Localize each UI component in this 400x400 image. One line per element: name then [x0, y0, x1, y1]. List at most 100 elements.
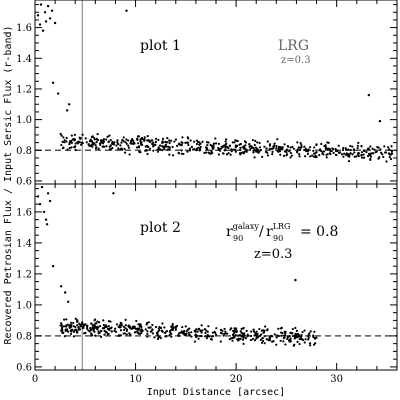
- data-point: [168, 141, 171, 145]
- data-point: [69, 332, 73, 336]
- data-point: [42, 210, 46, 214]
- data-point: [231, 339, 234, 342]
- data-point: [90, 334, 93, 337]
- data-point: [182, 331, 185, 334]
- data-point: [271, 152, 274, 156]
- data-point: [239, 153, 242, 156]
- data-point: [104, 331, 107, 334]
- data-point: [200, 335, 203, 338]
- data-point: [212, 144, 215, 147]
- data-point: [73, 133, 76, 136]
- data-point: [108, 148, 112, 151]
- data-point: [176, 144, 179, 147]
- data-point: [48, 17, 52, 20]
- data-point: [63, 139, 66, 142]
- data-point: [209, 152, 212, 155]
- data-point: [77, 326, 80, 329]
- data-point: [369, 145, 372, 148]
- data-point: [282, 340, 285, 343]
- data-point: [330, 149, 333, 153]
- data-point: [301, 330, 304, 334]
- data-point: [137, 331, 140, 335]
- data-point: [286, 336, 289, 339]
- data-point: [136, 142, 140, 145]
- data-point: [171, 322, 174, 326]
- data-point: [203, 328, 207, 331]
- data-point: [325, 156, 328, 159]
- x-axis-title: Input Distance [arcsec]: [147, 387, 285, 398]
- data-point: [242, 326, 245, 330]
- data-point: [102, 319, 105, 322]
- data-point: [344, 148, 348, 151]
- data-point: [250, 330, 253, 333]
- data-point: [355, 155, 358, 158]
- data-point: [125, 138, 128, 141]
- data-point: [120, 141, 123, 144]
- data-point: [63, 318, 66, 321]
- data-point: [140, 136, 143, 140]
- data-point: [73, 139, 76, 142]
- data-point: [357, 154, 360, 158]
- data-point: [168, 139, 171, 142]
- data-point: [224, 143, 227, 146]
- data-point: [192, 148, 195, 151]
- data-point: [195, 142, 199, 146]
- data-point: [357, 152, 361, 155]
- y-tick-label: 1.4: [16, 54, 32, 65]
- data-point: [166, 136, 169, 140]
- data-point: [369, 157, 372, 161]
- data-point: [78, 322, 81, 325]
- data-point: [240, 327, 243, 330]
- data-point: [299, 141, 302, 145]
- data-point: [343, 152, 346, 155]
- data-point: [74, 317, 77, 320]
- data-point: [239, 148, 242, 152]
- data-point: [214, 142, 218, 145]
- data-point: [243, 334, 246, 337]
- data-point: [259, 148, 262, 152]
- data-point: [198, 141, 201, 144]
- data-point: [188, 334, 191, 337]
- data-point: [353, 155, 356, 158]
- y-tick-label: 1.0: [16, 300, 32, 311]
- data-point: [321, 152, 324, 155]
- data-point: [163, 147, 166, 151]
- data-point: [283, 143, 286, 146]
- data-point: [123, 147, 126, 151]
- data-point: [124, 327, 127, 330]
- data-point: [96, 132, 99, 136]
- data-point: [236, 334, 240, 337]
- data-point: [88, 144, 91, 148]
- data-point: [129, 142, 132, 145]
- data-point: [190, 331, 193, 334]
- data-point: [171, 154, 175, 157]
- data-point: [78, 141, 81, 144]
- data-point: [120, 147, 123, 150]
- data-point: [81, 142, 84, 145]
- x-tick-label: 0: [32, 374, 38, 385]
- data-point: [136, 135, 140, 138]
- data-point: [210, 150, 213, 153]
- data-point: [225, 153, 229, 156]
- data-point: [268, 147, 271, 150]
- data-point: [62, 136, 65, 139]
- data-point: [256, 141, 259, 144]
- data-point: [75, 320, 79, 323]
- data-point: [94, 322, 97, 325]
- data-point: [67, 103, 71, 106]
- data-point: [145, 321, 149, 325]
- data-point: [334, 153, 338, 157]
- data-point: [90, 328, 93, 331]
- data-point: [214, 137, 217, 140]
- data-point: [106, 333, 110, 336]
- data-point: [137, 323, 140, 326]
- data-point: [108, 134, 111, 137]
- data-point: [252, 330, 256, 333]
- data-point: [254, 333, 258, 337]
- data-point: [61, 140, 64, 143]
- data-point: [151, 328, 154, 331]
- data-point: [213, 330, 216, 333]
- data-point: [187, 137, 190, 140]
- plot-2-title: plot 2: [140, 220, 181, 236]
- data-point: [147, 326, 150, 329]
